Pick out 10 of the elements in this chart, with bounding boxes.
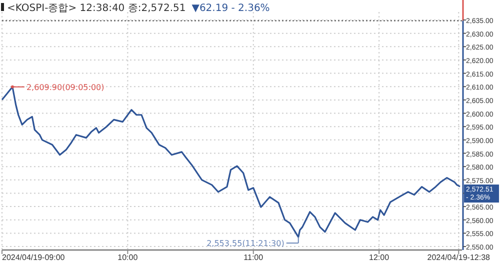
annotation: 2,553.55(11:21:30) xyxy=(206,239,284,248)
chart-subtitle: ▼62.19 - 2.36% xyxy=(192,3,270,14)
chart-title: <KOSPI-종합> 12:38:40 종:2,572.51 xyxy=(7,3,186,14)
x-tick-label: 2024/04/19-12:38 xyxy=(427,253,491,262)
annotation: 2,609.90(09:05:00) xyxy=(26,82,104,92)
x-tick-label: 11:00 xyxy=(244,253,264,262)
line-series xyxy=(1,85,461,238)
x-tick-label: 2024/04/19-09:00 xyxy=(2,253,66,262)
x-tick-label: 10:00 xyxy=(118,253,138,262)
x-tick-label: 12:00 xyxy=(369,253,390,262)
